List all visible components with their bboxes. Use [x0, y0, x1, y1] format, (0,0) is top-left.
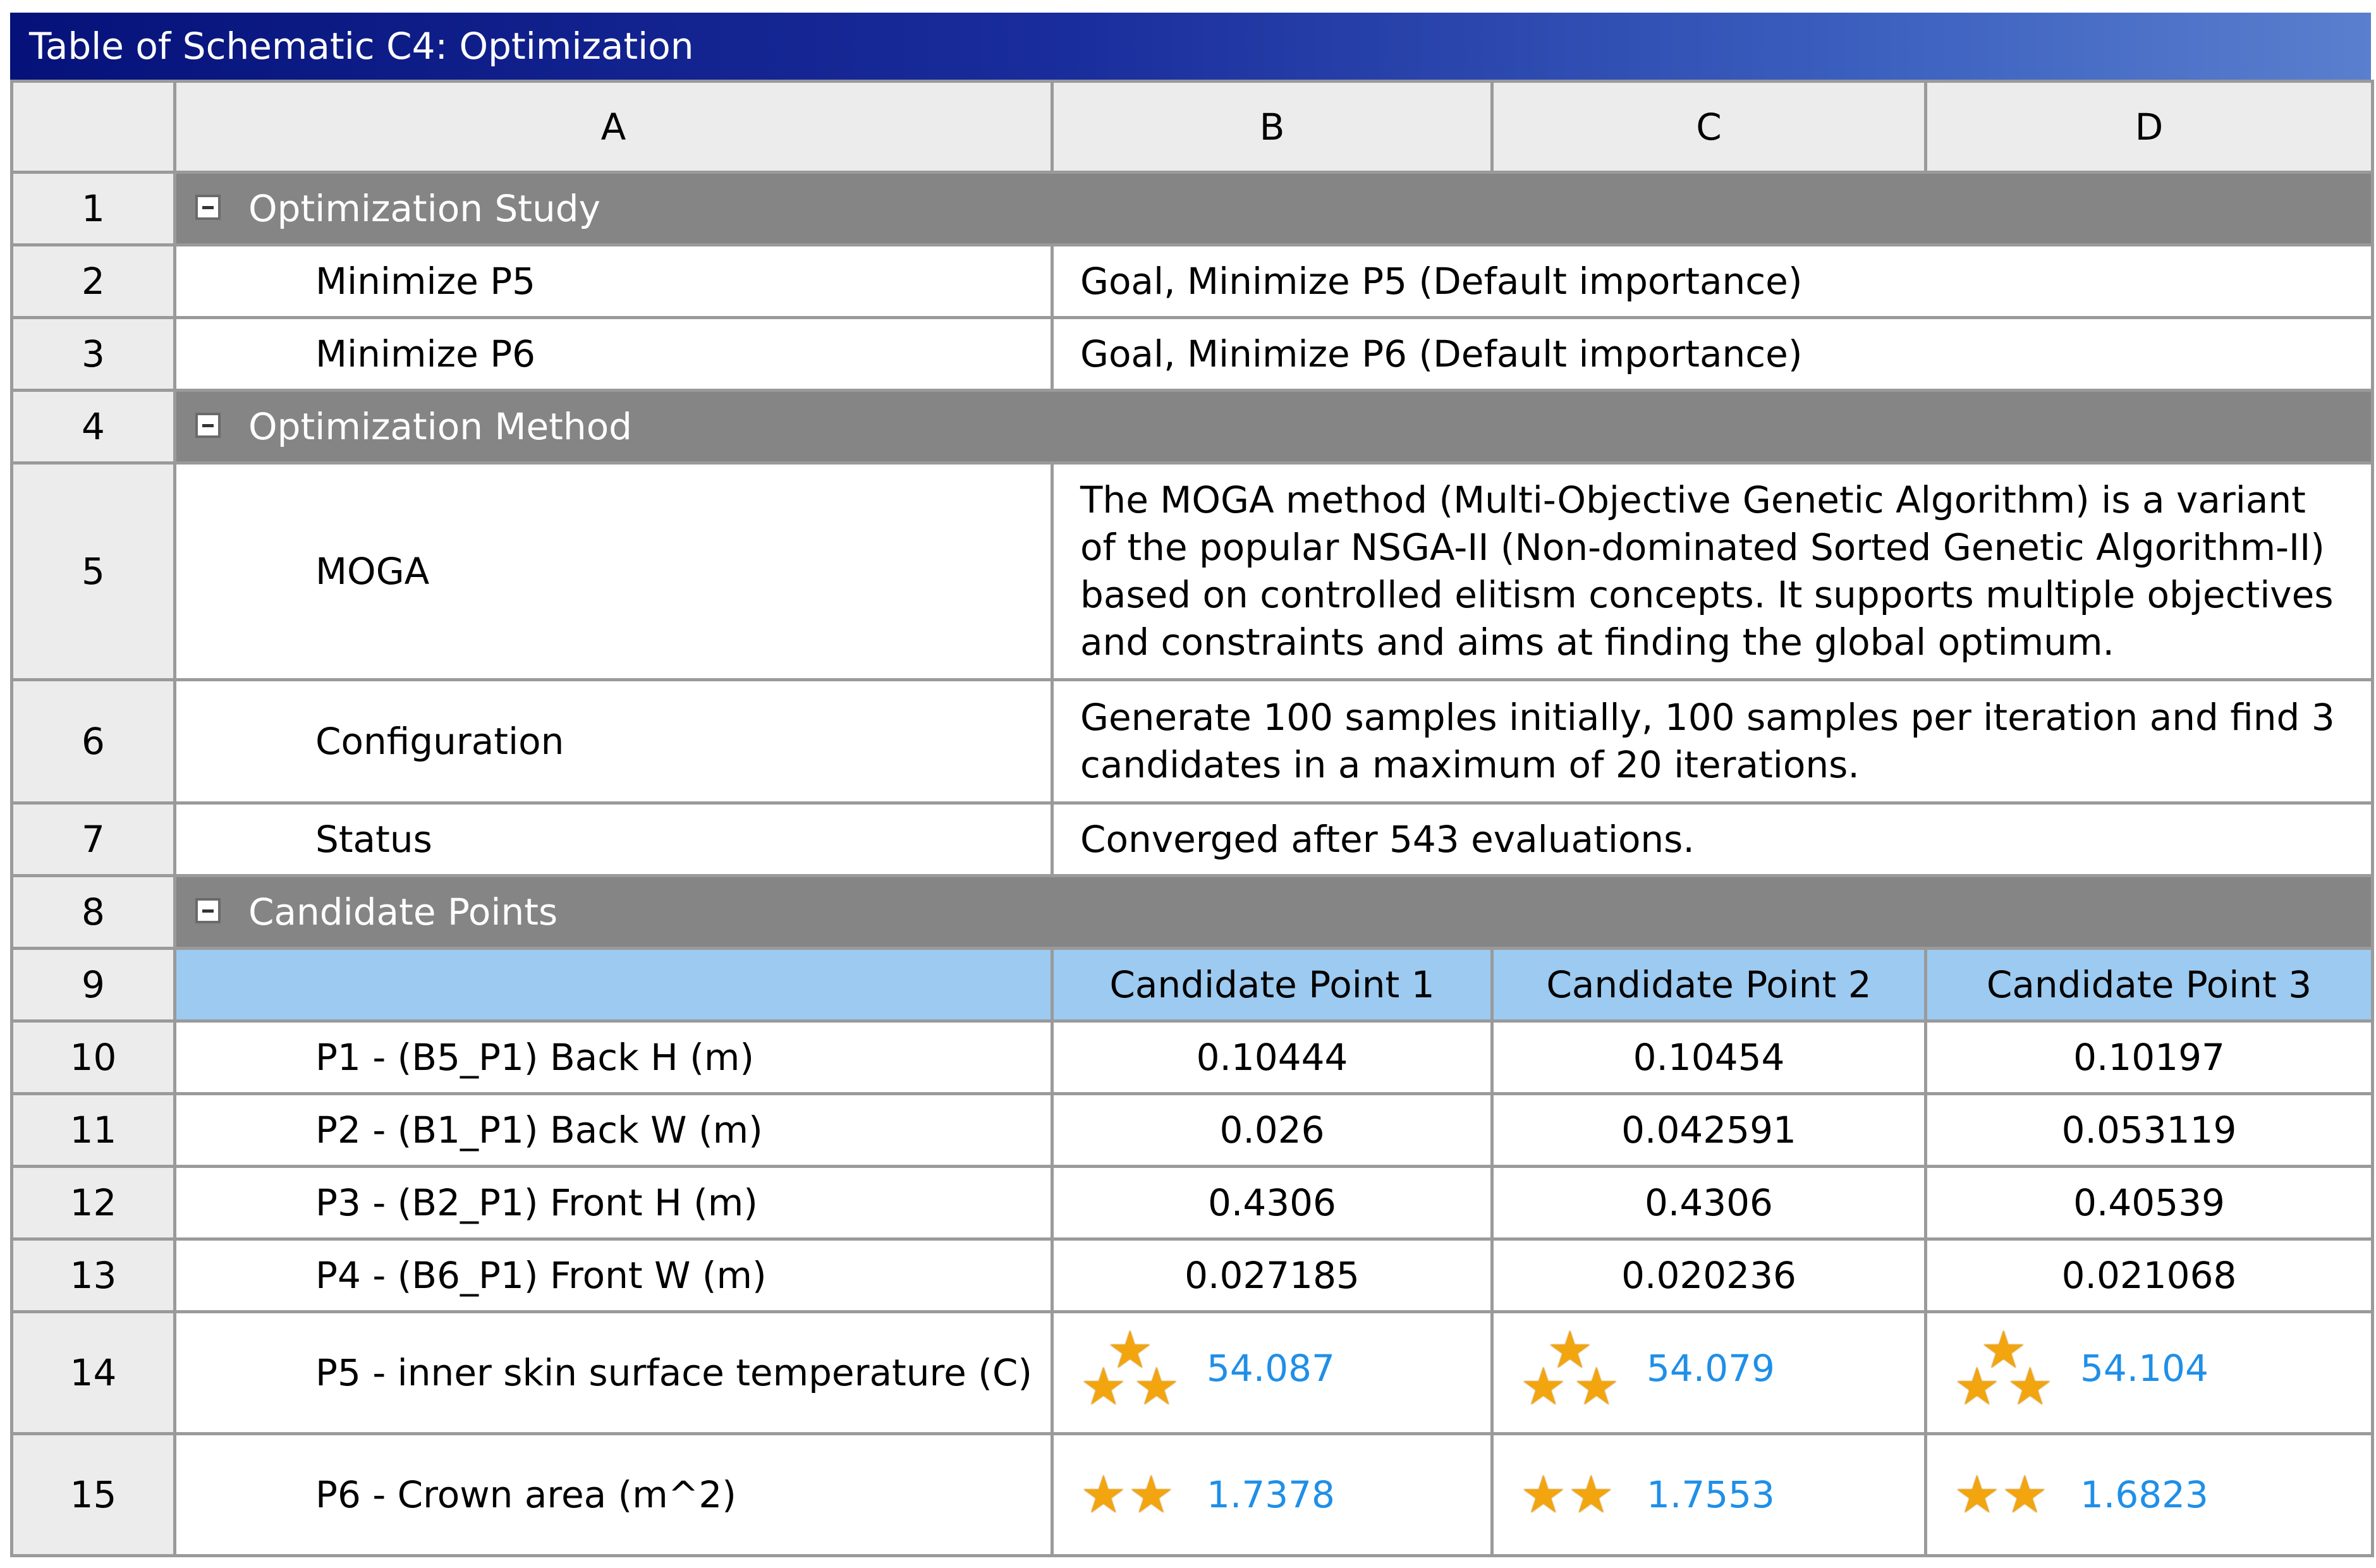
- row-value-description[interactable]: The MOGA method (Multi-Objective Genetic…: [1051, 461, 2374, 681]
- row-number[interactable]: 14: [10, 1310, 176, 1435]
- collapse-minus-icon[interactable]: [195, 897, 221, 923]
- candidate-2-rated-value[interactable]: ★ ★ ★ 54.079: [1490, 1310, 1927, 1435]
- rating-value: 54.104: [2080, 1347, 2208, 1390]
- parameter-label[interactable]: P2 - (B1_P1) Back W (m): [173, 1092, 1054, 1168]
- section-header: Candidate Points: [173, 874, 2374, 950]
- parameter-label[interactable]: P4 - (B6_P1) Front W (m): [173, 1237, 1054, 1313]
- row-value[interactable]: Goal, Minimize P5 (Default importance): [1051, 243, 2374, 319]
- candidate-1-value[interactable]: 0.027185: [1051, 1237, 1494, 1313]
- candidate-1-value[interactable]: 0.10444: [1051, 1019, 1494, 1095]
- candidate-1-value[interactable]: 0.4306: [1051, 1165, 1494, 1241]
- table-row: 10 P1 - (B5_P1) Back H (m) 0.10444 0.104…: [10, 1019, 2374, 1095]
- row-number[interactable]: 6: [10, 678, 176, 805]
- row-number[interactable]: 4: [10, 389, 176, 465]
- rating-value: 1.7378: [1207, 1473, 1335, 1516]
- row-label[interactable]: Minimize P5: [173, 243, 1054, 319]
- candidate-1-rated-value[interactable]: ★★ 1.7378: [1051, 1432, 1494, 1557]
- parameter-label[interactable]: P1 - (B5_P1) Back H (m): [173, 1019, 1054, 1095]
- candidate-3-rated-value[interactable]: ★ ★ ★ 54.104: [1924, 1310, 2374, 1435]
- objective-label[interactable]: P6 - Crown area (m^2): [173, 1432, 1054, 1557]
- three-star-icon: ★ ★ ★: [1080, 1320, 1180, 1417]
- table-row: 2 Minimize P5 Goal, Minimize P5 (Default…: [10, 243, 2374, 319]
- collapse-minus-icon[interactable]: [195, 412, 221, 438]
- row-number[interactable]: 15: [10, 1432, 176, 1557]
- row-label[interactable]: Configuration: [173, 678, 1054, 805]
- candidate-1-rated-value[interactable]: ★ ★ ★ 54.087: [1051, 1310, 1494, 1435]
- row-number[interactable]: 9: [10, 947, 176, 1023]
- candidate-2-rated-value[interactable]: ★★ 1.7553: [1490, 1432, 1927, 1557]
- column-header-d[interactable]: D: [1924, 80, 2374, 174]
- row-number[interactable]: 13: [10, 1237, 176, 1313]
- objective-label[interactable]: P5 - inner skin surface temperature (C): [173, 1310, 1054, 1435]
- rating-value: 1.6823: [2080, 1473, 2208, 1516]
- candidate-header-blank[interactable]: [173, 947, 1054, 1023]
- candidate-2-value[interactable]: 0.042591: [1490, 1092, 1927, 1168]
- candidate-point-3-header[interactable]: Candidate Point 3: [1924, 947, 2374, 1023]
- row-number[interactable]: 5: [10, 461, 176, 681]
- section-label: Candidate Points: [248, 890, 558, 933]
- panel-title: Table of Schematic C4: Optimization: [10, 13, 2371, 80]
- candidate-3-value[interactable]: 0.053119: [1924, 1092, 2374, 1168]
- section-row-optimization-method: 4 Optimization Method: [10, 389, 2374, 465]
- row-number[interactable]: 11: [10, 1092, 176, 1168]
- candidate-3-rated-value[interactable]: ★★ 1.6823: [1924, 1432, 2374, 1557]
- section-header: Optimization Study: [173, 171, 2374, 246]
- candidate-point-2-header[interactable]: Candidate Point 2: [1490, 947, 1927, 1023]
- row-number[interactable]: 8: [10, 874, 176, 950]
- table-row: 14 P5 - inner skin surface temperature (…: [10, 1310, 2374, 1435]
- table-row: 7 Status Converged after 543 evaluations…: [10, 801, 2374, 877]
- table-row: 12 P3 - (B2_P1) Front H (m) 0.4306 0.430…: [10, 1165, 2374, 1241]
- row-number[interactable]: 2: [10, 243, 176, 319]
- collapse-minus-icon[interactable]: [195, 194, 221, 220]
- row-number[interactable]: 3: [10, 316, 176, 392]
- candidate-3-value[interactable]: 0.021068: [1924, 1237, 2374, 1313]
- table-row: 6 Configuration Generate 100 samples ini…: [10, 678, 2374, 805]
- column-header-row: A B C D: [10, 80, 2374, 174]
- candidate-point-1-header[interactable]: Candidate Point 1: [1051, 947, 1494, 1023]
- row-label[interactable]: Status: [173, 801, 1054, 877]
- table-row: 11 P2 - (B1_P1) Back W (m) 0.026 0.04259…: [10, 1092, 2374, 1168]
- rating-value: 54.087: [1207, 1347, 1335, 1390]
- two-star-icon: ★★: [1080, 1464, 1176, 1525]
- candidate-1-value[interactable]: 0.026: [1051, 1092, 1494, 1168]
- candidate-3-value[interactable]: 0.10197: [1924, 1019, 2374, 1095]
- candidate-3-value[interactable]: 0.40539: [1924, 1165, 2374, 1241]
- candidate-2-value[interactable]: 0.020236: [1490, 1237, 1927, 1313]
- optimization-table-panel: Table of Schematic C4: Optimization A B …: [10, 13, 2374, 1557]
- row-number[interactable]: 10: [10, 1019, 176, 1095]
- row-label[interactable]: MOGA: [173, 461, 1054, 681]
- column-header-b[interactable]: B: [1051, 80, 1494, 174]
- corner-cell[interactable]: [10, 80, 176, 174]
- two-star-icon: ★★: [1954, 1464, 2050, 1525]
- table-row: 3 Minimize P6 Goal, Minimize P6 (Default…: [10, 316, 2374, 392]
- rating-value: 1.7553: [1647, 1473, 1775, 1516]
- row-number[interactable]: 1: [10, 171, 176, 246]
- table-row: 5 MOGA The MOGA method (Multi-Objective …: [10, 461, 2374, 681]
- optimization-table: A B C D 1 Optimization Study 2 Minimize …: [10, 80, 2374, 1557]
- three-star-icon: ★ ★ ★: [1954, 1320, 2054, 1417]
- three-star-icon: ★ ★ ★: [1520, 1320, 1620, 1417]
- candidate-2-value[interactable]: 0.10454: [1490, 1019, 1927, 1095]
- parameter-label[interactable]: P3 - (B2_P1) Front H (m): [173, 1165, 1054, 1241]
- candidate-2-value[interactable]: 0.4306: [1490, 1165, 1927, 1241]
- row-number[interactable]: 12: [10, 1165, 176, 1241]
- table-row: 15 P6 - Crown area (m^2) ★★ 1.7378 ★★ 1.…: [10, 1432, 2374, 1557]
- rating-value: 54.079: [1647, 1347, 1775, 1390]
- section-label: Optimization Method: [248, 405, 632, 448]
- row-value-description[interactable]: Generate 100 samples initially, 100 samp…: [1051, 678, 2374, 805]
- row-number[interactable]: 7: [10, 801, 176, 877]
- section-header: Optimization Method: [173, 389, 2374, 465]
- column-header-c[interactable]: C: [1490, 80, 1927, 174]
- table-row: 13 P4 - (B6_P1) Front W (m) 0.027185 0.0…: [10, 1237, 2374, 1313]
- section-row-optimization-study: 1 Optimization Study: [10, 171, 2374, 246]
- row-label[interactable]: Minimize P6: [173, 316, 1054, 392]
- candidate-header-row: 9 Candidate Point 1 Candidate Point 2 Ca…: [10, 947, 2374, 1023]
- section-row-candidate-points: 8 Candidate Points: [10, 874, 2374, 950]
- row-value[interactable]: Goal, Minimize P6 (Default importance): [1051, 316, 2374, 392]
- section-label: Optimization Study: [248, 187, 600, 230]
- two-star-icon: ★★: [1520, 1464, 1616, 1525]
- column-header-a[interactable]: A: [173, 80, 1054, 174]
- row-value[interactable]: Converged after 543 evaluations.: [1051, 801, 2374, 877]
